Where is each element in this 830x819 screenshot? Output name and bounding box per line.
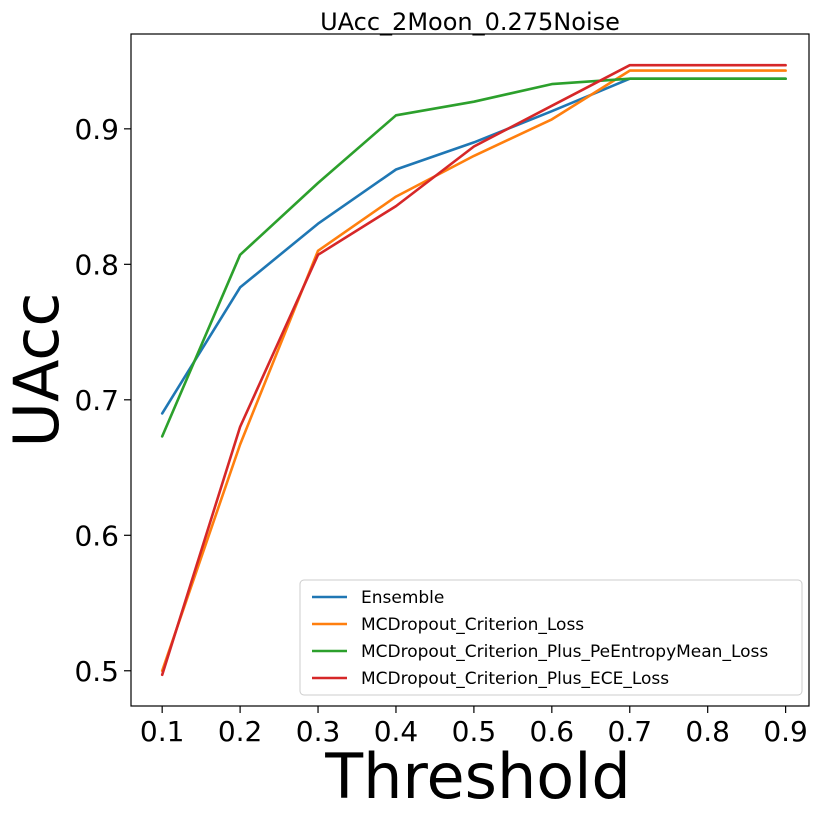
series-line-2 bbox=[160, 77, 787, 438]
series-lines bbox=[160, 63, 787, 677]
x-axis-label: Threshold bbox=[324, 740, 631, 813]
series-line-0 bbox=[160, 77, 787, 415]
series-line-1 bbox=[160, 69, 787, 673]
x-tick-label: 0.4 bbox=[374, 715, 419, 748]
legend-frame bbox=[299, 579, 803, 696]
y-tick-label: 0.5 bbox=[74, 655, 119, 688]
plot-area bbox=[130, 33, 810, 707]
series-line-3 bbox=[160, 63, 787, 677]
y-tick-label: 0.9 bbox=[74, 113, 119, 146]
x-tick-label: 0.7 bbox=[607, 715, 652, 748]
x-tick-label: 0.1 bbox=[140, 715, 185, 748]
y-axis-label: UAcc bbox=[0, 293, 73, 448]
x-tick-label: 0.8 bbox=[685, 715, 730, 748]
x-tick-label: 0.5 bbox=[452, 715, 497, 748]
legend-label: MCDropout_Criterion_Loss bbox=[361, 615, 584, 635]
legend: Ensemble MCDropout_Criterion_Loss MCDropou… bbox=[299, 579, 803, 696]
y-tick-label: 0.6 bbox=[74, 519, 119, 552]
x-axis: 0.1 0.2 0.3 0.4 0.5 0.6 0.7 0.8 0.9 bbox=[140, 706, 808, 748]
legend-label: MCDropout_Criterion_Plus_ECE_Loss bbox=[361, 669, 669, 689]
legend-label: MCDropout_Criterion_Plus_PeEntropyMean_L… bbox=[361, 642, 768, 662]
chart-title: UAcc_2Moon_0.275Noise bbox=[320, 8, 620, 36]
legend-label: Ensemble bbox=[361, 588, 444, 608]
x-tick-label: 0.2 bbox=[218, 715, 263, 748]
x-tick-label: 0.3 bbox=[296, 715, 341, 748]
x-tick-label: 0.6 bbox=[530, 715, 575, 748]
y-tick-label: 0.8 bbox=[74, 248, 119, 281]
y-tick-label: 0.7 bbox=[74, 384, 119, 417]
x-tick-label: 0.9 bbox=[763, 715, 808, 748]
y-axis: 0.5 0.6 0.7 0.8 0.9 bbox=[74, 113, 131, 688]
